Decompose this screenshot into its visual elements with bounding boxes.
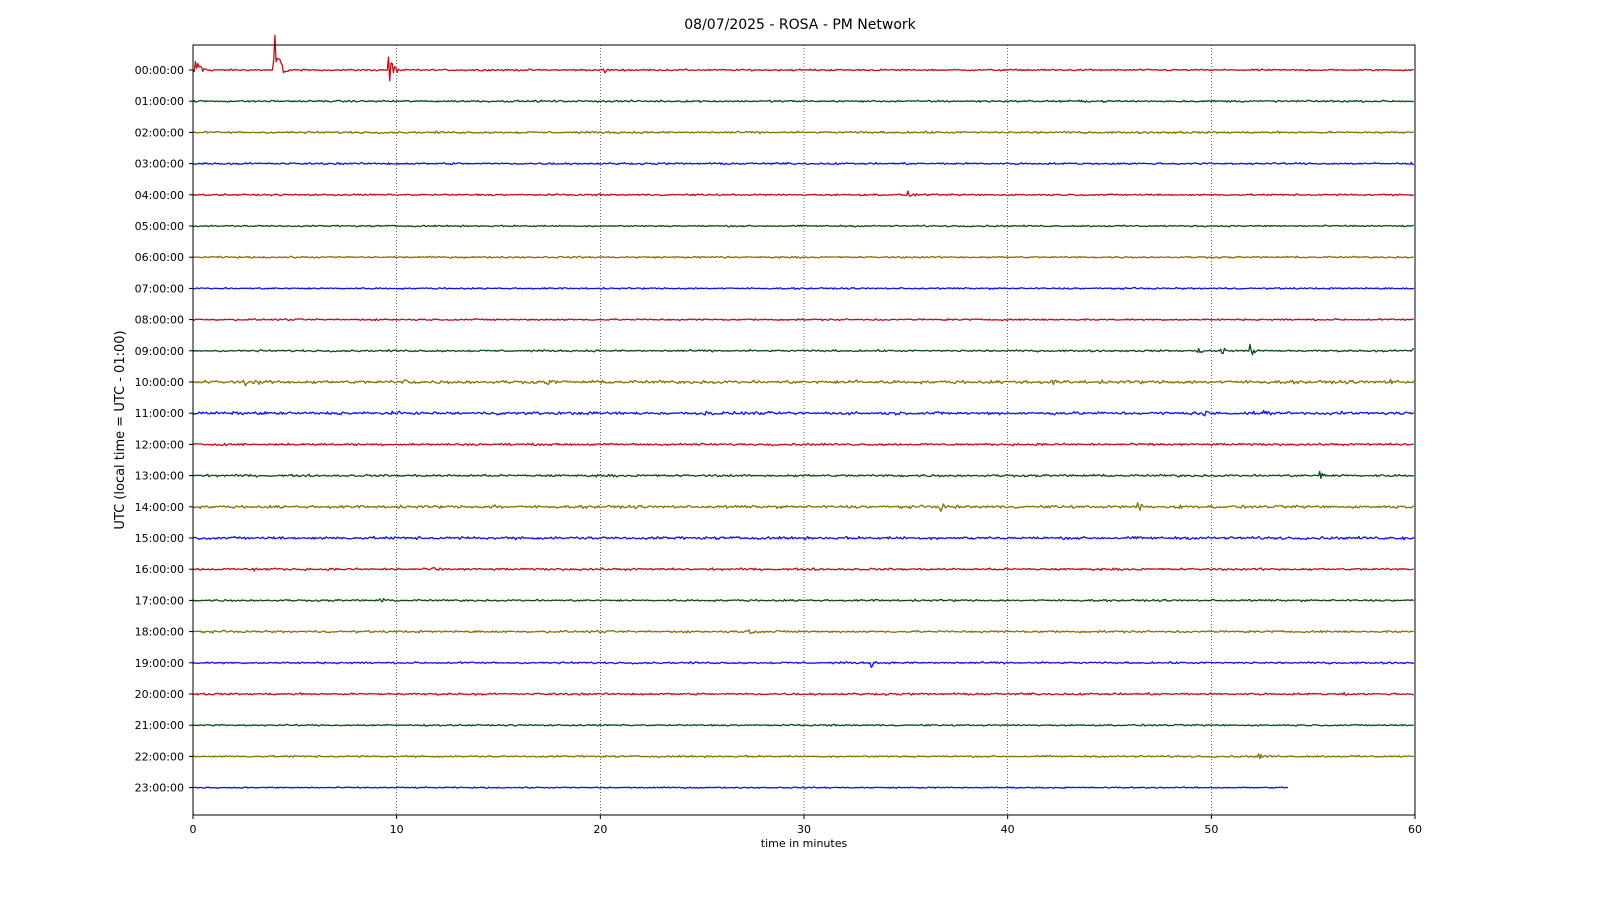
x-tick-label: 40 — [1001, 823, 1015, 836]
y-tick-label: 17:00:00 — [135, 594, 184, 607]
y-tick-label: 10:00:00 — [135, 376, 184, 389]
seismic-trace-03 — [192, 161, 1415, 166]
y-tick-label: 02:00:00 — [135, 126, 184, 139]
y-tick-label: 07:00:00 — [135, 282, 184, 295]
seismic-trace-14 — [192, 502, 1415, 512]
x-tick-label: 20 — [593, 823, 607, 836]
seismic-trace-19 — [192, 660, 1415, 668]
seismic-trace-07 — [192, 286, 1415, 291]
seismic-trace-16 — [192, 566, 1415, 572]
grid-lines — [396, 45, 1212, 815]
trace-layer — [192, 34, 1415, 789]
y-tick-label: 22:00:00 — [135, 750, 184, 763]
seismic-trace-18 — [192, 629, 1414, 635]
seismic-trace-10 — [192, 378, 1415, 387]
y-tick-label: 06:00:00 — [135, 251, 184, 264]
y-tick-label: 12:00:00 — [135, 438, 184, 451]
x-tick-label: 50 — [1204, 823, 1218, 836]
seismic-trace-01 — [192, 99, 1415, 104]
seismic-trace-21 — [192, 723, 1414, 727]
x-tick-label: 60 — [1408, 823, 1422, 836]
seismic-trace-15 — [192, 535, 1415, 541]
y-tick-label: 11:00:00 — [135, 407, 184, 420]
seismic-trace-08 — [192, 317, 1414, 322]
seismic-trace-23 — [192, 786, 1289, 789]
y-tick-label: 15:00:00 — [135, 532, 184, 545]
y-tick-label: 19:00:00 — [135, 657, 184, 670]
y-tick-label: 04:00:00 — [135, 189, 184, 202]
y-axis-ticks: 00:00:00 01:00:00 02:00:00 03:00:00 04:00:00… — [135, 64, 193, 795]
y-tick-label: 21:00:00 — [135, 719, 184, 732]
x-tick-label: 30 — [797, 823, 811, 836]
seismic-trace-09 — [192, 343, 1415, 356]
seismic-trace-20 — [192, 691, 1414, 696]
y-tick-label: 08:00:00 — [135, 314, 184, 327]
y-tick-label: 03:00:00 — [135, 158, 184, 171]
seismic-trace-12 — [192, 442, 1415, 447]
seismic-trace-02 — [192, 130, 1414, 135]
chart-title: 08/07/2025 - ROSA - PM Network — [684, 17, 916, 33]
seismic-trace-22 — [192, 753, 1415, 760]
x-tick-label: 10 — [390, 823, 404, 836]
y-tick-label: 09:00:00 — [135, 345, 184, 358]
seismic-trace-04 — [192, 190, 1415, 197]
x-axis-ticks: 0 10 20 30 40 50 60 — [190, 815, 1422, 836]
seismic-trace-11 — [192, 409, 1415, 417]
seismic-trace-13 — [192, 470, 1414, 479]
seismic-trace-00 — [192, 34, 1415, 82]
x-axis-label: time in minutes — [761, 837, 848, 850]
y-tick-label: 16:00:00 — [135, 563, 184, 576]
y-tick-label: 00:00:00 — [135, 64, 184, 77]
y-tick-label: 23:00:00 — [135, 782, 184, 795]
y-axis-label: UTC (local time = UTC - 01:00) — [113, 330, 128, 529]
y-tick-label: 18:00:00 — [135, 626, 184, 639]
seismic-trace-05 — [192, 224, 1415, 228]
y-tick-label: 01:00:00 — [135, 95, 184, 108]
x-tick-label: 0 — [190, 823, 197, 836]
y-tick-label: 20:00:00 — [135, 688, 184, 701]
seismic-trace-17 — [192, 597, 1415, 603]
y-tick-label: 05:00:00 — [135, 220, 184, 233]
y-tick-label: 13:00:00 — [135, 470, 184, 483]
seismic-trace-06 — [193, 255, 1414, 259]
y-tick-label: 14:00:00 — [135, 501, 184, 514]
